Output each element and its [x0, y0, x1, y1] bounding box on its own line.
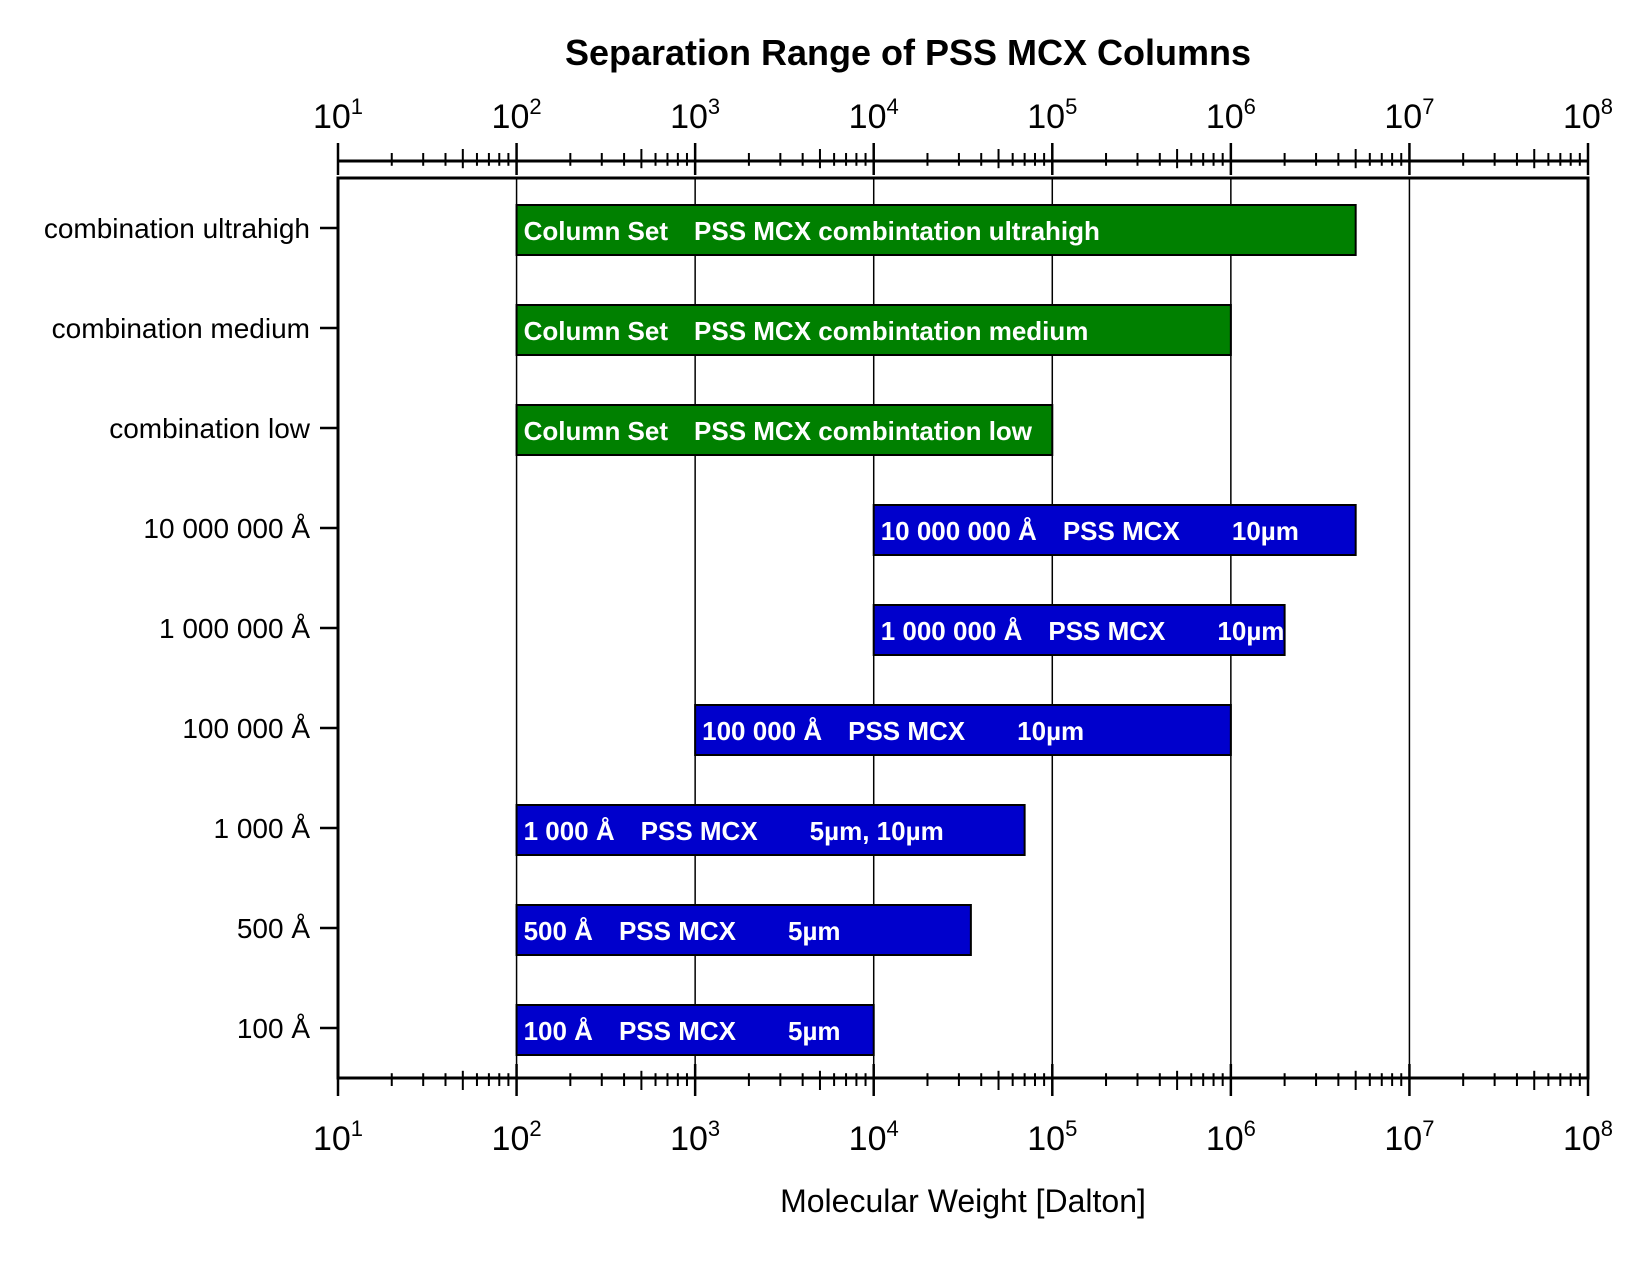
bottom-tick-label: 107 [1384, 1116, 1434, 1158]
category-label: 1 000 Å [213, 813, 310, 844]
range-bar [872, 504, 1357, 556]
bar-label: 100 000 Å PSS MCX 10µm [702, 716, 1084, 746]
bottom-tick-label: 105 [1027, 1116, 1077, 1158]
range-bar [515, 204, 1357, 256]
bottom-tick-label: 104 [849, 1116, 899, 1158]
bottom-tick-label: 102 [492, 1116, 542, 1158]
top-tick-label: 101 [313, 94, 363, 136]
category-label: 100 000 Å [182, 713, 310, 744]
category-label: 100 Å [237, 1013, 310, 1044]
category-label: 10 000 000 Å [143, 513, 310, 544]
range-bar [515, 904, 972, 956]
bottom-tick-label: 101 [313, 1116, 363, 1158]
bar-label: 100 Å PSS MCX 5µm [524, 1016, 841, 1046]
bar-label: 1 000 000 Å PSS MCX 10µm [881, 616, 1285, 646]
top-tick-label: 108 [1563, 94, 1613, 136]
bottom-tick-label: 106 [1206, 1116, 1256, 1158]
bottom-tick-label: 103 [670, 1116, 720, 1158]
range-bar [515, 304, 1232, 356]
range-bar [515, 1004, 875, 1056]
bar-label: 1 000 Å PSS MCX 5µm, 10µm [524, 816, 944, 846]
top-tick-label: 102 [492, 94, 542, 136]
category-labels: combination ultrahigh combination medium c… [44, 213, 311, 1044]
bar-label: Column Set PSS MCX combintation medium [524, 316, 1089, 346]
category-label: combination medium [52, 313, 310, 344]
top-tick-label: 107 [1384, 94, 1434, 136]
top-tick-label: 103 [670, 94, 720, 136]
bar-label: Column Set PSS MCX combintation ultrahigh [524, 216, 1100, 246]
range-bar [694, 704, 1232, 756]
axes: 101 101 102 102 103 103 104 104 105 105 106 106 107 1… [313, 94, 1613, 1158]
range-bar [872, 604, 1286, 656]
bar-label: 500 Å PSS MCX 5µm [524, 916, 841, 946]
bar-label: 10 000 000 Å PSS MCX 10µm [881, 516, 1299, 546]
bottom-tick-label: 108 [1563, 1116, 1613, 1158]
top-tick-label: 106 [1206, 94, 1256, 136]
category-label: combination low [109, 413, 311, 444]
category-label: combination ultrahigh [44, 213, 310, 244]
top-tick-label: 105 [1027, 94, 1077, 136]
bars: Column Set PSS MCX combintation ultrahigh… [515, 204, 1357, 1056]
category-label: 500 Å [237, 913, 310, 944]
range-bar [515, 404, 1054, 456]
category-label: 1 000 000 Å [159, 613, 310, 644]
top-tick-label: 104 [849, 94, 899, 136]
chart-title: Separation Range of PSS MCX Columns [565, 32, 1251, 73]
range-bar [515, 804, 1026, 856]
bar-label: Column Set PSS MCX combintation low [524, 416, 1033, 446]
x-axis-label: Molecular Weight [Dalton] [780, 1183, 1146, 1219]
